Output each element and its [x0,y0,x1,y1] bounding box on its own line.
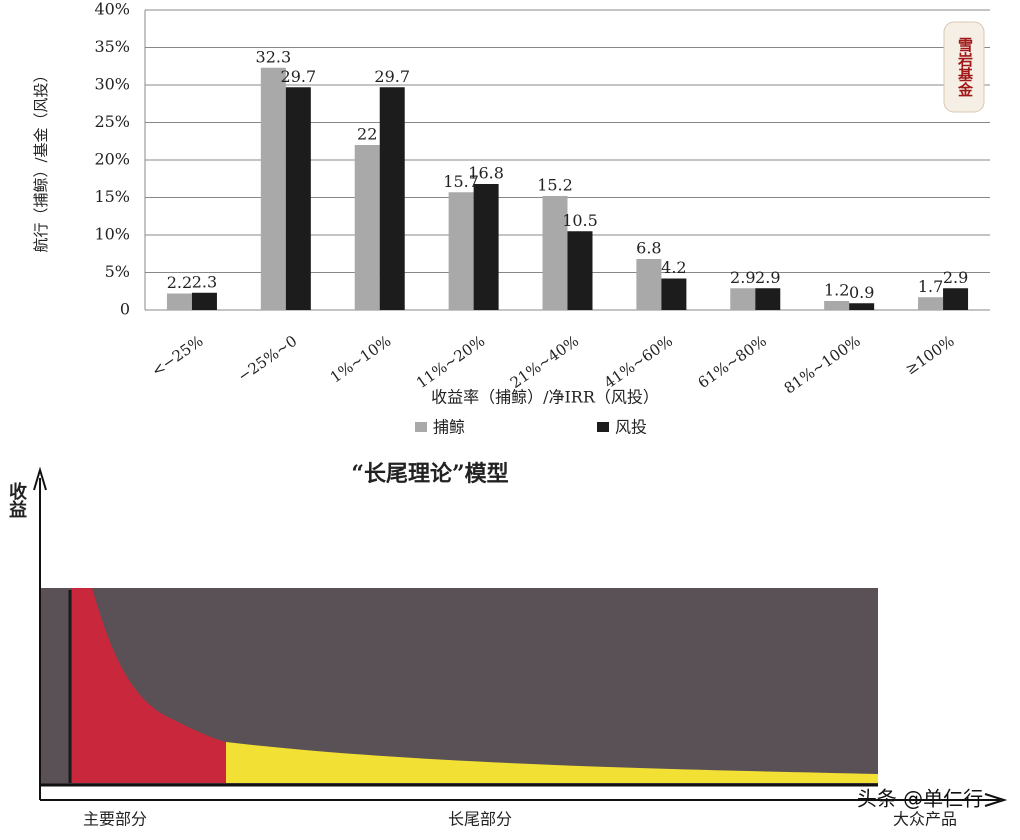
bar-chart: 0 5% 10% 15% 20% 25% 30% 35% 40% 航行（捕鲸）/基金（风投） <−2… [32,0,990,437]
y-tick-label: 30% [94,75,130,94]
data-label: 0.9 [849,283,874,302]
bar [379,87,405,310]
bar [191,292,217,310]
bar [473,184,499,310]
data-label: 2.9 [755,268,780,287]
bar [730,288,756,310]
bar [755,288,781,310]
x-tick-label: 61%~80% [695,332,770,392]
bar [285,87,311,310]
bar [849,303,875,310]
head-area [72,588,226,783]
diagram-title: “长尾理论”模型 [351,461,508,487]
data-label: 15.2 [537,176,573,195]
diagram-x-label: 主要部分 [83,810,147,829]
bar [354,145,380,310]
x-tick-label: 21%~40% [507,332,582,392]
x-tick-label: 1%~10% [327,332,394,387]
data-label: 2.2 [167,273,192,292]
logo-text: 雪岩基金 [956,37,974,97]
watermark: 头条 @单仁行 [857,787,983,811]
data-label: 29.7 [374,67,410,86]
tail-area [226,742,878,783]
bar [661,278,687,310]
y-tick-label: 0 [120,300,130,319]
legend-label: 捕鲸 [433,418,465,437]
y-axis-label: 航行（捕鲸）/基金（风投） [32,67,50,252]
x-tick-label: <−25% [148,332,206,380]
y-tick-label: 25% [94,112,130,131]
y-tick-label: 20% [94,150,130,169]
bar [943,288,969,310]
bar [636,259,662,310]
data-label: 32.3 [256,47,292,66]
bar [542,196,568,310]
x-tick-label: 41%~60% [601,332,676,392]
data-label: 6.8 [636,239,661,258]
diagram-x-label: 大众产品 [893,810,957,829]
y-tick-label: 5% [105,262,130,281]
y-tick-label: 15% [94,187,130,206]
data-label: 2.9 [730,268,755,287]
diagram-y-label: 收益 [6,481,27,518]
bar [567,231,593,310]
bar [260,67,286,310]
bar [918,297,944,310]
legend-swatch [597,422,609,432]
data-label: 22 [357,125,377,144]
data-label: 4.2 [661,258,686,277]
bar [824,301,850,310]
data-label: 2.9 [943,268,968,287]
x-tick-label: 11%~20% [413,332,488,392]
bar [166,293,192,310]
x-tick-label: ≥100% [902,332,958,379]
data-label: 29.7 [281,67,317,86]
data-label: 1.2 [824,281,849,300]
data-label: 2.3 [192,272,217,291]
x-arrow [984,793,1008,807]
y-arrow [33,466,47,491]
logo-stamp: 雪岩基金 [943,21,985,113]
data-label: 15.7 [443,172,479,191]
data-label: 1.7 [918,277,943,296]
data-label: 10.5 [562,211,598,230]
bar [448,192,474,310]
y-tick-label: 10% [94,225,130,244]
legend-label: 风投 [615,418,647,437]
data-label: 16.8 [468,164,504,183]
y-tick-label: 35% [94,37,130,56]
diagram-x-label: 长尾部分 [448,810,512,829]
x-tick-label: −25%~0 [234,332,300,386]
legend-swatch [415,422,427,432]
y-tick-label: 40% [94,0,130,19]
x-axis-label: 收益率（捕鲸）/净IRR（风投） [431,388,659,407]
logo-frame [943,21,985,113]
long-tail-diagram: “长尾理论”模型 收益 主要部分 长尾部分 大众产品 头条 @单仁行 [6,461,1008,829]
x-tick-label: 81%~100% [781,332,864,398]
